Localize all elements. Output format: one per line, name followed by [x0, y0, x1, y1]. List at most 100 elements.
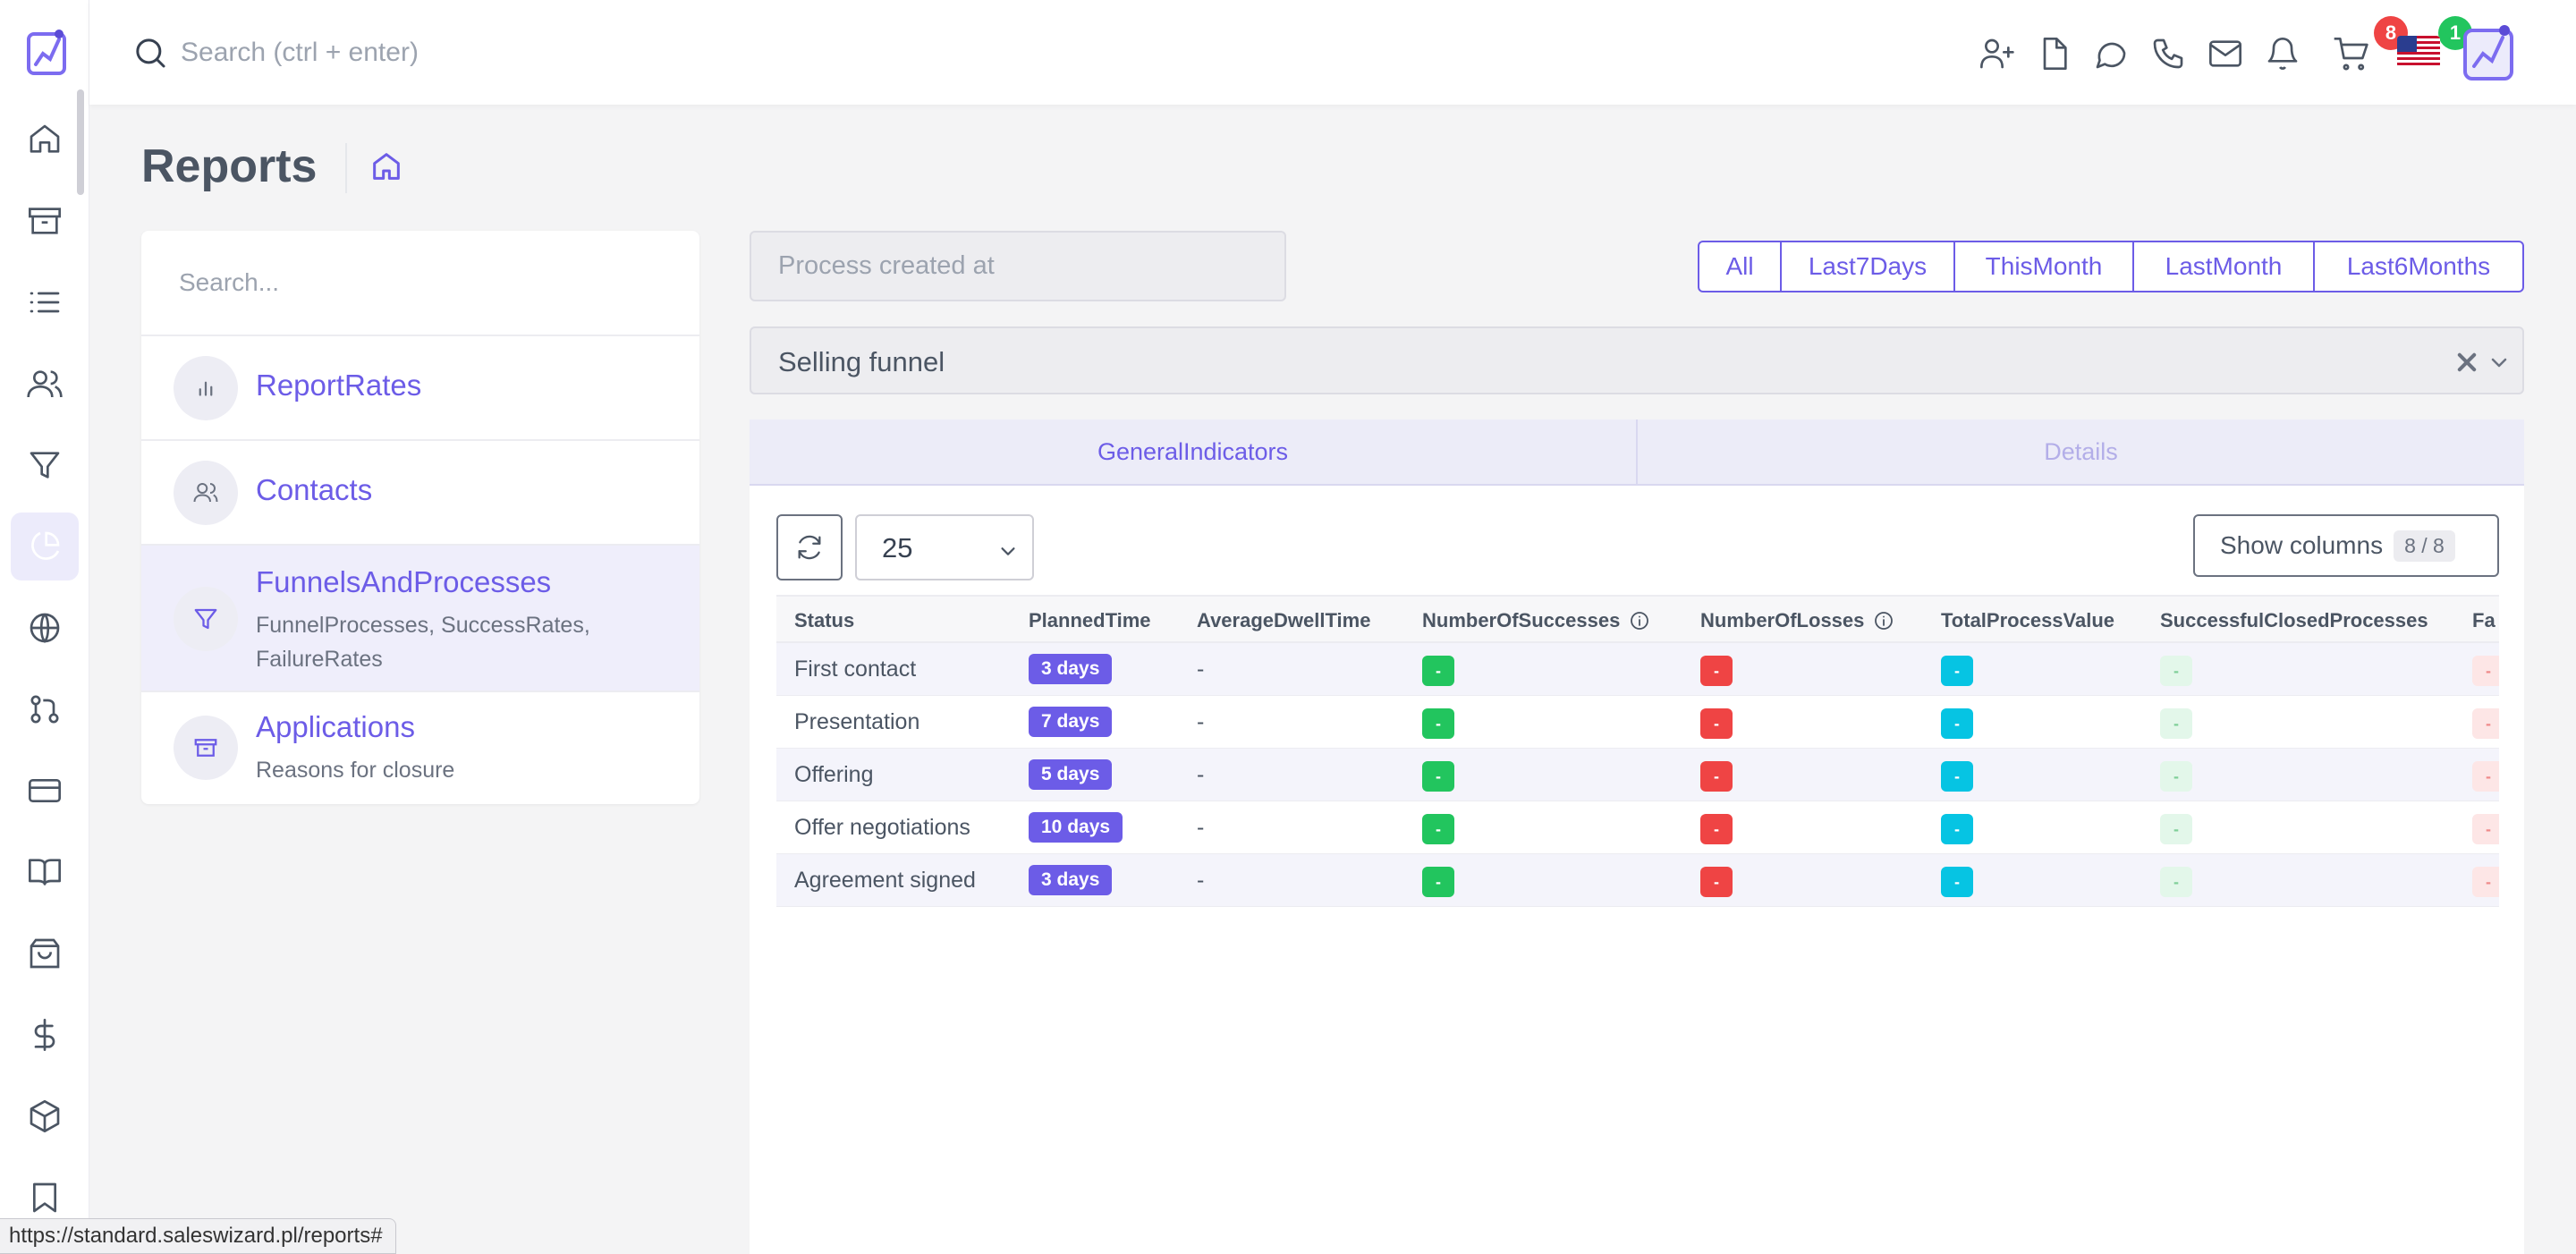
report-search-input[interactable] [179, 268, 662, 297]
planned-time-badge: 10 days [1029, 812, 1123, 843]
sidebar-item-shop[interactable] [11, 919, 79, 987]
sidebar-item-archive[interactable] [11, 187, 79, 255]
sidebar-item-users[interactable] [11, 350, 79, 418]
chevron-down-icon[interactable] [2488, 352, 2510, 373]
column-header-total-process-value[interactable]: TotalProcessValue [1941, 609, 2114, 632]
table-row[interactable]: Presentation 7 days - - - - - - [776, 696, 2499, 749]
column-header-successful-closed-processes[interactable]: SuccessfulClosedProcesses [2160, 609, 2428, 632]
sidebar-item-list[interactable] [11, 268, 79, 336]
table-row[interactable]: Offering 5 days - - - - - - [776, 749, 2499, 801]
column-header-label: TotalProcessValue [1941, 609, 2115, 631]
notifications-button[interactable] [2263, 34, 2302, 73]
global-search-input[interactable] [181, 38, 682, 68]
breadcrumb-home-icon[interactable] [369, 148, 404, 184]
column-header-planned-time[interactable]: PlannedTime [1029, 609, 1151, 632]
cart-button[interactable] [2331, 34, 2370, 73]
report-item-icon-wrap [174, 587, 238, 651]
documents-button[interactable] [2034, 34, 2073, 73]
total-value-pill: - [1941, 708, 1973, 739]
credit-card-icon [29, 779, 61, 802]
pie-chart-icon [31, 531, 60, 560]
range-thismonth-button[interactable]: ThisMonth [1955, 242, 2134, 291]
report-item-icon-wrap [174, 461, 238, 525]
column-header-number-of-successes[interactable]: NumberOfSuccesses [1422, 609, 1650, 632]
range-lastmonth-button[interactable]: LastMonth [2134, 242, 2315, 291]
losses-pill: - [1700, 761, 1733, 792]
losses-pill: - [1700, 814, 1733, 844]
report-item-applications[interactable]: Applications Reasons for closure [141, 692, 699, 804]
home-icon [30, 124, 60, 153]
closed-success-pill: - [2160, 761, 2192, 792]
table-row[interactable]: Offer negotiations 10 days - - - - - - [776, 801, 2499, 854]
sidebar-item-knowledge[interactable] [11, 838, 79, 906]
sidebar-item-finance[interactable] [11, 1001, 79, 1069]
report-item-subtitle: FunnelProcesses, SuccessRates, FailureRa… [256, 613, 590, 672]
title-divider [345, 143, 347, 193]
column-header-average-dwell-time[interactable]: AverageDwellTime [1197, 609, 1370, 632]
book-open-icon [29, 859, 61, 885]
filter-icon [30, 452, 60, 479]
chat-button[interactable] [2091, 34, 2131, 73]
columns-count-badge: 8 / 8 [2394, 530, 2455, 562]
sidebar-item-globe[interactable] [11, 594, 79, 662]
tab-details[interactable]: Details [2044, 437, 2118, 465]
users-icon [27, 370, 63, 398]
link-preview-statusbar: https://standard.saleswizard.pl/reports# [0, 1218, 396, 1254]
avatar[interactable] [2460, 21, 2519, 82]
range-all-button[interactable]: All [1699, 242, 1782, 291]
sidebar-item-products[interactable] [11, 1082, 79, 1150]
mail-button[interactable] [2206, 34, 2245, 73]
average-dwell-time-cell: - [1197, 657, 1205, 682]
report-item-funnels-and-processes[interactable]: FunnelsAndProcesses FunnelProcesses, Suc… [141, 546, 699, 692]
dollar-icon [34, 1019, 55, 1051]
status-cell: Presentation [794, 709, 920, 734]
git-pull-request-icon [30, 695, 59, 724]
report-item-icon-wrap [174, 716, 238, 780]
show-columns-button[interactable]: Show columns 8 / 8 [2193, 514, 2499, 577]
page-size-select[interactable]: 25 [855, 514, 1034, 580]
report-content: 25 Show columns 8 / 8 Status PlannedTime… [750, 486, 2524, 1254]
average-dwell-time-cell: - [1197, 868, 1205, 893]
phone-button[interactable] [2148, 34, 2188, 73]
column-header-number-of-losses[interactable]: NumberOfLosses [1700, 609, 1894, 632]
table-row[interactable]: Agreement signed 3 days - - - - - - [776, 854, 2499, 907]
process-created-at-input[interactable] [750, 231, 1286, 301]
funnel-select[interactable]: Selling funnel [750, 326, 2524, 394]
clear-icon[interactable] [2454, 350, 2479, 375]
refresh-button[interactable] [776, 514, 843, 580]
sidebar-item-funnels[interactable] [11, 431, 79, 499]
sidebar-item-payments[interactable] [11, 757, 79, 825]
sidebar-item-processes[interactable] [11, 675, 79, 743]
closed-success-pill: - [2160, 814, 2192, 844]
sidebar-item-reports[interactable] [11, 513, 79, 580]
report-search [141, 231, 699, 336]
planned-time-badge: 3 days [1029, 865, 1113, 895]
tab-general-indicators[interactable]: GeneralIndicators [750, 419, 1638, 484]
info-icon[interactable] [1629, 610, 1650, 631]
range-last6months-button[interactable]: Last6Months [2346, 252, 2491, 280]
app-logo[interactable] [25, 25, 68, 79]
table-row[interactable]: First contact 3 days - - - - - - [776, 643, 2499, 696]
column-header-failed-closed-processes[interactable]: Fa [2472, 609, 2496, 632]
us-flag-icon[interactable] [2397, 36, 2440, 68]
list-icon [30, 292, 60, 313]
closed-failed-pill: - [2472, 867, 2499, 897]
closed-success-pill: - [2160, 867, 2192, 897]
file-icon [2043, 38, 2067, 70]
bar-chart-icon [199, 381, 213, 396]
funnel-select-value: Selling funnel [778, 346, 945, 377]
add-contact-button[interactable] [1977, 34, 2016, 73]
report-item-contacts[interactable]: Contacts [141, 441, 699, 546]
range-last7days-button[interactable]: Last7Days [1782, 242, 1955, 291]
sidebar-item-bookmarks[interactable] [11, 1164, 79, 1232]
average-dwell-time-cell: - [1197, 709, 1205, 734]
report-item-report-rates[interactable]: ReportRates [141, 336, 699, 441]
sidebar-scrollbar[interactable] [77, 89, 84, 195]
table-header: Status PlannedTime AverageDwellTime Numb… [776, 595, 2499, 643]
info-icon[interactable] [1873, 610, 1894, 631]
sidebar-item-home[interactable] [11, 106, 79, 174]
successes-pill: - [1422, 867, 1454, 897]
column-header-status[interactable]: Status [794, 609, 854, 632]
status-cell: Offering [794, 762, 874, 787]
bell-icon [2267, 38, 2298, 70]
